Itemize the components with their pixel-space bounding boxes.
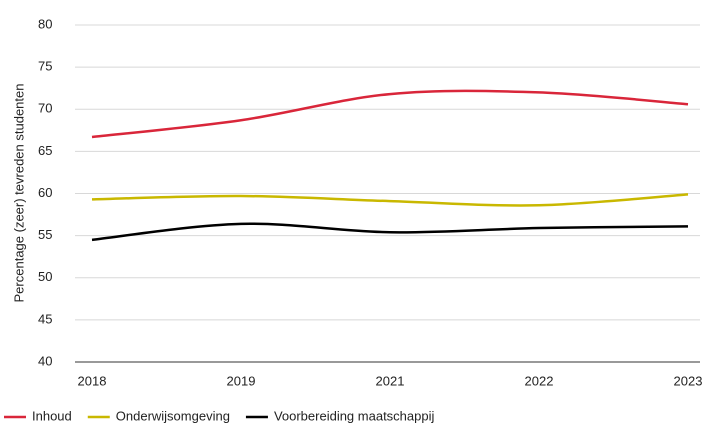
- y-tick-label: 50: [38, 269, 52, 284]
- y-tick-label: 80: [38, 16, 52, 31]
- series-line: [91, 193, 689, 207]
- x-tick-label: 2022: [525, 373, 554, 388]
- y-tick-label: 40: [38, 353, 52, 368]
- y-axis-label: Percentage (zeer) tevreden studenten: [11, 84, 26, 303]
- x-tick-label: 2021: [376, 373, 405, 388]
- y-tick-label: 45: [38, 311, 52, 326]
- y-tick-label: 70: [38, 101, 52, 116]
- y-tick-label: 55: [38, 227, 52, 242]
- x-tick-label: 2023: [674, 373, 703, 388]
- legend-label: Inhoud: [32, 408, 72, 423]
- x-tick-label: 2018: [78, 373, 107, 388]
- legend-label: Voorbereiding maatschappij: [274, 408, 435, 423]
- y-tick-label: 65: [38, 143, 52, 158]
- y-tick-label: 75: [38, 59, 52, 74]
- y-tick-label: 60: [38, 185, 52, 200]
- series-line: [91, 222, 689, 242]
- x-tick-label: 2019: [227, 373, 256, 388]
- legend-label: Onderwijsomgeving: [116, 408, 230, 423]
- series-line: [91, 89, 689, 139]
